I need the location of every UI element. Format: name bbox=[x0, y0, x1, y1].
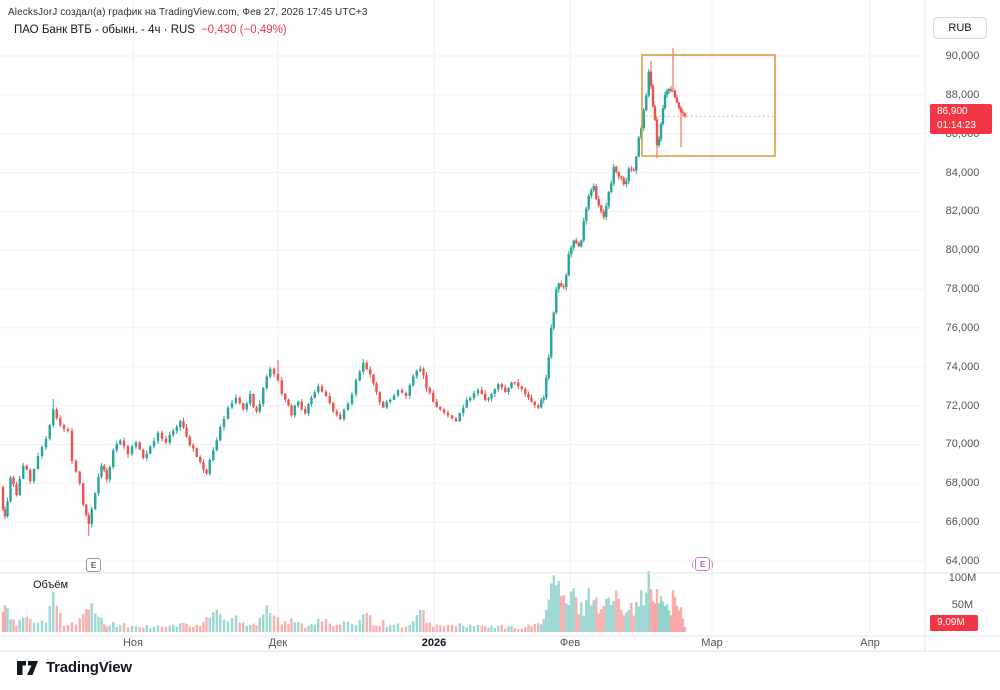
upcoming-earnings-marker-icon[interactable]: E bbox=[692, 557, 713, 571]
price-pane[interactable] bbox=[0, 0, 925, 636]
time-axis[interactable] bbox=[0, 636, 925, 651]
earnings-marker-icon[interactable]: E bbox=[86, 558, 101, 572]
price-axis[interactable] bbox=[925, 0, 1000, 651]
tradingview-logo-icon bbox=[17, 660, 38, 675]
symbol-legend[interactable]: ПАО Банк ВТБ - обыкн. - 4ч · RUS −0,430 (… bbox=[14, 24, 287, 36]
tradingview-logo[interactable]: TradingView bbox=[16, 659, 132, 676]
symbol-title: ПАО Банк ВТБ - обыкн. - 4ч · RUS bbox=[14, 24, 195, 36]
tradingview-logo-text: TradingView bbox=[46, 659, 132, 676]
price-change: −0,430 (−0,49%) bbox=[200, 24, 287, 36]
currency-toggle-button[interactable]: RUB bbox=[933, 17, 987, 39]
